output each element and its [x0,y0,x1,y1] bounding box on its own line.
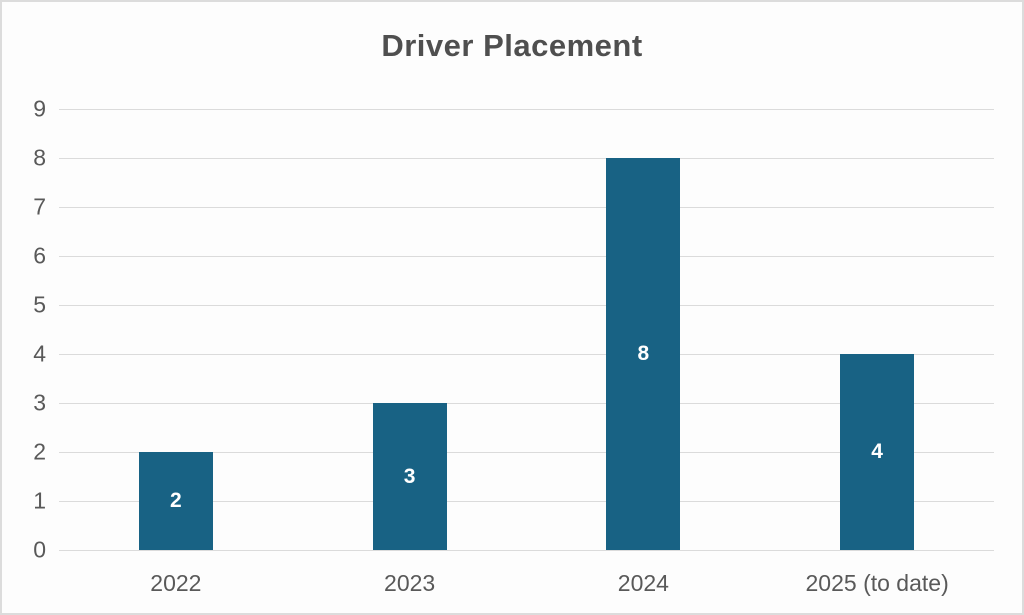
x-axis-tick-label: 2024 [617,570,669,596]
gridline [59,354,994,355]
gridline [59,452,994,453]
y-axis-tick-label: 4 [33,340,46,367]
y-axis-tick-label: 0 [33,536,46,563]
y-axis-tick-label: 8 [33,144,46,171]
y-axis-tick-label: 7 [33,193,46,220]
bar-data-label: 3 [403,464,416,488]
y-axis-tick-label: 2 [33,438,46,465]
chart-title: Driver Placement [381,28,643,63]
y-axis-tick-label: 5 [33,291,46,318]
gridline [59,501,994,502]
x-axis-tick-label: 2023 [384,570,436,596]
bar-2024: 8 [606,158,681,550]
bar-data-label: 2 [170,489,182,512]
y-axis-tick-label: 6 [33,242,46,269]
gridline [59,207,994,208]
x-axis-tick-label: 2025 (to date) [805,570,949,596]
y-axis-tick-label: 9 [33,95,46,122]
gridline [59,403,994,404]
y-axis-tick-label: 3 [33,389,46,416]
y-axis-tick-label: 1 [33,487,46,514]
bar-2025: 4 [840,354,915,550]
gridline [59,305,994,306]
x-axis-tick-label: 2022 [150,570,202,596]
bar-2023: 3 [372,403,447,550]
bar-data-label: 8 [637,342,650,365]
gridline [59,256,994,257]
gridline [59,158,994,159]
bar-data-label: 4 [871,440,883,463]
gridline [59,109,994,110]
bar-2022: 2 [138,452,213,550]
gridline [59,550,994,551]
